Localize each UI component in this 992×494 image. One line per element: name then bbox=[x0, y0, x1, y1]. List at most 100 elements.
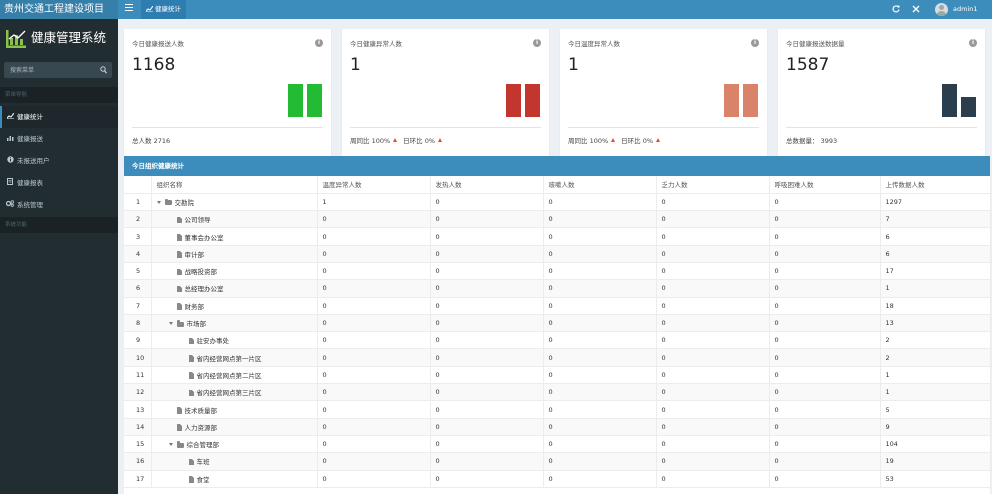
stat-cell: 0 bbox=[656, 314, 770, 333]
stat-cell: 0 bbox=[430, 331, 544, 350]
stat-cell: 1 bbox=[317, 193, 431, 212]
table-row[interactable]: 5 战略投资部 0 0 0 0 0 17 bbox=[124, 262, 991, 281]
card-title: 今日健康报送数据量 bbox=[786, 40, 845, 48]
app-title[interactable]: 贵州交通工程建设项目 bbox=[0, 0, 118, 19]
table-row[interactable]: 11 省内经营网点第二片区 0 0 0 0 0 1 bbox=[124, 366, 991, 385]
row-index: 10 bbox=[124, 348, 152, 367]
tab-health-stats[interactable]: 健康统计 bbox=[141, 0, 186, 19]
file-icon bbox=[188, 337, 194, 345]
column-header[interactable]: 发热人数 bbox=[430, 176, 544, 194]
day-compare-label: 日环比 bbox=[403, 137, 423, 145]
table-row[interactable]: 8 市场部 0 0 0 0 0 13 bbox=[124, 314, 991, 333]
stat-cell: 0 bbox=[430, 435, 544, 454]
column-header[interactable]: 呼吸困难人数 bbox=[769, 176, 881, 194]
stat-cell: 0 bbox=[543, 227, 657, 246]
sidebar-item-system-admin[interactable]: 系统管理 bbox=[0, 194, 118, 216]
info-icon[interactable]: i bbox=[969, 39, 977, 47]
divider bbox=[132, 127, 323, 128]
column-header[interactable]: 乏力人数 bbox=[656, 176, 770, 194]
expand-toggle-icon[interactable] bbox=[168, 322, 173, 326]
stat-cell: 0 bbox=[656, 279, 770, 298]
info-icon[interactable]: i bbox=[533, 39, 541, 47]
stat-cell: 0 bbox=[317, 331, 431, 350]
card-footer: 周同比 100% 日环比 0% bbox=[568, 135, 666, 145]
org-name: 综合管理部 bbox=[186, 441, 220, 450]
org-name: 总经理办公室 bbox=[184, 285, 224, 294]
column-header[interactable]: 咳嗽人数 bbox=[543, 176, 657, 194]
user-avatar-icon[interactable] bbox=[935, 3, 948, 16]
expand-toggle-icon[interactable] bbox=[168, 443, 173, 447]
table-row[interactable]: 12 省内经营网点第三片区 0 0 0 0 0 1 bbox=[124, 383, 991, 402]
stat-cell: 0 bbox=[317, 262, 431, 281]
card-footer: 周同比 100% 日环比 0% bbox=[350, 135, 448, 145]
stat-cell: 0 bbox=[543, 435, 657, 454]
stat-cell: 0 bbox=[317, 245, 431, 263]
sidebar-item-health-table[interactable]: 健康报表 bbox=[0, 172, 118, 194]
row-index: 7 bbox=[124, 297, 152, 315]
org-name: 战略投资部 bbox=[184, 268, 218, 277]
stat-cell: 0 bbox=[656, 262, 770, 281]
stat-cell: 0 bbox=[769, 470, 881, 488]
file-icon bbox=[176, 407, 182, 414]
card-footer: 总数据量： 3993 bbox=[786, 135, 837, 145]
org-name: 人力资源部 bbox=[184, 423, 218, 432]
sidebar-item-health-report[interactable]: 健康报送 bbox=[0, 128, 118, 150]
column-header[interactable]: 组织名称 bbox=[151, 176, 318, 194]
bar bbox=[724, 84, 739, 117]
info-icon[interactable]: i bbox=[315, 39, 323, 47]
table-row[interactable]: 14 人力资源部 0 0 0 0 0 9 bbox=[124, 418, 991, 436]
stat-cell: 1 bbox=[880, 366, 991, 385]
hamburger-icon[interactable] bbox=[125, 4, 133, 13]
column-header[interactable]: 温度异常人数 bbox=[317, 176, 431, 194]
username-label[interactable]: admin1 bbox=[953, 5, 978, 13]
table-row[interactable]: 4 审计部 0 0 0 0 0 6 bbox=[124, 245, 991, 263]
divider bbox=[350, 127, 541, 128]
table-row[interactable]: 1 交勘院 1 0 0 0 0 1297 bbox=[124, 193, 991, 212]
search-icon[interactable] bbox=[100, 66, 107, 74]
table-row[interactable]: 15 综合管理部 0 0 0 0 0 104 bbox=[124, 435, 991, 454]
divider bbox=[786, 127, 977, 128]
info-icon[interactable]: i bbox=[751, 39, 759, 47]
org-name: 财务部 bbox=[184, 302, 205, 311]
table-row[interactable]: 9 驻安办事处 0 0 0 0 0 2 bbox=[124, 331, 991, 350]
stat-cell: 0 bbox=[656, 193, 770, 212]
table-row[interactable]: 6 总经理办公室 0 0 0 0 0 1 bbox=[124, 279, 991, 298]
stat-cell: 0 bbox=[543, 470, 657, 488]
stat-cell: 2 bbox=[880, 331, 991, 350]
stat-cell: 0 bbox=[543, 279, 657, 298]
total-data-value: 3993 bbox=[820, 137, 838, 145]
column-header[interactable]: 上传数据人数 bbox=[880, 176, 991, 194]
stat-cell: 0 bbox=[543, 348, 657, 367]
search-input[interactable] bbox=[4, 62, 96, 78]
stat-cell: 0 bbox=[656, 331, 770, 350]
sidebar-item-health-stats[interactable]: 健康统计 bbox=[0, 106, 118, 128]
stat-cell: 0 bbox=[769, 297, 881, 315]
table-row[interactable]: 13 技术质量部 0 0 0 0 0 5 bbox=[124, 400, 991, 419]
document-icon bbox=[6, 172, 14, 194]
table-row[interactable]: 17 食堂 0 0 0 0 0 53 bbox=[124, 470, 991, 488]
folder-icon bbox=[164, 198, 172, 206]
table-row[interactable]: 10 省内经营网点第一片区 0 0 0 0 0 2 bbox=[124, 348, 991, 367]
org-name: 董事会办公室 bbox=[184, 233, 224, 242]
table-row[interactable]: 3 董事会办公室 0 0 0 0 0 6 bbox=[124, 227, 991, 246]
org-name-cell: 总经理办公室 bbox=[151, 279, 318, 298]
table-row[interactable]: 2 公司领导 0 0 0 0 0 7 bbox=[124, 210, 991, 229]
stat-cell: 0 bbox=[769, 366, 881, 385]
stat-cell: 0 bbox=[430, 314, 544, 333]
stat-cell: 0 bbox=[543, 262, 657, 281]
tab-label: 健康统计 bbox=[155, 5, 181, 13]
card-value: 1587 bbox=[786, 55, 830, 75]
bar-chart-icon bbox=[6, 128, 14, 150]
total-data-label: 总数据量： bbox=[786, 137, 819, 145]
sidebar-item-unreported-users[interactable]: 未报送用户 bbox=[0, 150, 118, 172]
stat-cell: 0 bbox=[656, 470, 770, 488]
refresh-icon[interactable] bbox=[892, 0, 900, 19]
bar bbox=[743, 84, 758, 117]
row-index: 14 bbox=[124, 418, 152, 436]
stat-cell: 0 bbox=[430, 470, 544, 488]
expand-icon[interactable] bbox=[912, 0, 920, 19]
table-row[interactable]: 7 财务部 0 0 0 0 0 18 bbox=[124, 297, 991, 315]
expand-toggle-icon[interactable] bbox=[156, 200, 161, 204]
table-row[interactable]: 16 车班 0 0 0 0 0 19 bbox=[124, 452, 991, 471]
sidebar-item-label: 健康报送 bbox=[17, 135, 43, 143]
